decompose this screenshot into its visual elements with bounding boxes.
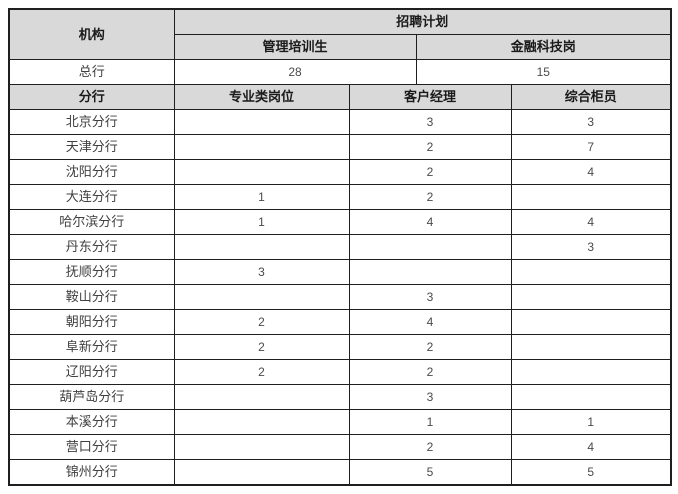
account-manager-value-cell: 4 (348, 309, 512, 335)
branch-name-cell: 本溪分行 (8, 409, 175, 435)
branch-header-row: 分行 专业类岗位 客户经理 综合柜员 (8, 84, 672, 110)
header-section: 机构 招聘计划 管理培训生 金融科技岗 总行 28 15 分行 专业类岗位 客户… (8, 8, 672, 110)
professional-value-cell: 1 (173, 209, 350, 235)
account-manager-value-cell (348, 259, 512, 285)
table-row: 沈阳分行 2 4 (8, 159, 672, 185)
col-header-mgmt-trainee: 管理培训生 (173, 34, 417, 60)
professional-value-cell: 2 (173, 309, 350, 335)
branch-name-cell: 阜新分行 (8, 334, 175, 360)
branch-name-cell: 鞍山分行 (8, 284, 175, 310)
teller-value-cell: 1 (510, 409, 672, 435)
col-header-teller: 综合柜员 (510, 84, 672, 110)
table-row: 营口分行 2 4 (8, 434, 672, 460)
head-office-fintech-value-cell: 15 (415, 59, 672, 85)
recruitment-plan-table: 机构 招聘计划 管理培训生 金融科技岗 总行 28 15 分行 专业类岗位 客户… (8, 8, 673, 486)
head-office-name-cell: 总行 (8, 59, 175, 85)
account-manager-value-cell: 2 (348, 159, 512, 185)
table-row: 大连分行 1 2 (8, 184, 672, 210)
table-row: 葫芦岛分行 3 (8, 384, 672, 410)
branch-name-cell: 天津分行 (8, 134, 175, 160)
branch-header-cell: 分行 (8, 84, 175, 110)
teller-value-cell: 4 (510, 209, 672, 235)
account-manager-value-cell: 5 (348, 459, 512, 486)
table-row: 哈尔滨分行 1 4 4 (8, 209, 672, 235)
teller-value-cell (510, 309, 672, 335)
professional-value-cell (173, 459, 350, 486)
professional-value-cell (173, 134, 350, 160)
account-manager-value-cell: 1 (348, 409, 512, 435)
professional-value-cell (173, 234, 350, 260)
table-row: 丹东分行 3 (8, 234, 672, 260)
teller-value-cell: 7 (510, 134, 672, 160)
table-row: 朝阳分行 2 4 (8, 309, 672, 335)
professional-value-cell: 2 (173, 334, 350, 360)
plan-header-row: 机构 招聘计划 (8, 8, 672, 60)
professional-value-cell (173, 384, 350, 410)
teller-value-cell (510, 334, 672, 360)
professional-value-cell: 2 (173, 359, 350, 385)
table-row: 锦州分行 5 5 (8, 459, 672, 486)
account-manager-value-cell: 2 (348, 359, 512, 385)
professional-value-cell (173, 409, 350, 435)
teller-value-cell (510, 359, 672, 385)
branch-name-cell: 辽阳分行 (8, 359, 175, 385)
teller-value-cell: 4 (510, 434, 672, 460)
branch-name-cell: 沈阳分行 (8, 159, 175, 185)
teller-value-cell (510, 284, 672, 310)
teller-value-cell (510, 384, 672, 410)
table-row: 本溪分行 1 1 (8, 409, 672, 435)
branch-name-cell: 大连分行 (8, 184, 175, 210)
org-header-cell: 机构 (8, 8, 175, 60)
branch-name-cell: 朝阳分行 (8, 309, 175, 335)
teller-value-cell: 3 (510, 109, 672, 135)
account-manager-value-cell: 3 (348, 109, 512, 135)
table-row: 阜新分行 2 2 (8, 334, 672, 360)
account-manager-value-cell: 4 (348, 209, 512, 235)
branch-name-cell: 营口分行 (8, 434, 175, 460)
professional-value-cell (173, 434, 350, 460)
col-header-professional: 专业类岗位 (173, 84, 350, 110)
teller-value-cell: 4 (510, 159, 672, 185)
teller-value-cell: 5 (510, 459, 672, 486)
branch-name-cell: 丹东分行 (8, 234, 175, 260)
table-row: 鞍山分行 3 (8, 284, 672, 310)
col-header-fintech: 金融科技岗 (415, 34, 672, 60)
teller-value-cell (510, 259, 672, 285)
plan-header-cell: 招聘计划 (173, 8, 672, 35)
account-manager-value-cell: 2 (348, 434, 512, 460)
head-office-mgmt-trainee-value-cell: 28 (173, 59, 417, 85)
account-manager-value-cell (348, 234, 512, 260)
account-manager-value-cell: 3 (348, 284, 512, 310)
professional-value-cell: 3 (173, 259, 350, 285)
branch-name-cell: 葫芦岛分行 (8, 384, 175, 410)
professional-value-cell (173, 284, 350, 310)
col-header-account-manager: 客户经理 (348, 84, 512, 110)
branch-name-cell: 哈尔滨分行 (8, 209, 175, 235)
professional-value-cell (173, 159, 350, 185)
table-row: 辽阳分行 2 2 (8, 359, 672, 385)
account-manager-value-cell: 2 (348, 134, 512, 160)
table-row: 北京分行 3 3 (8, 109, 672, 135)
head-office-row: 总行 28 15 (8, 59, 672, 85)
branch-name-cell: 北京分行 (8, 109, 175, 135)
account-manager-value-cell: 3 (348, 384, 512, 410)
teller-value-cell: 3 (510, 234, 672, 260)
branch-name-cell: 抚顺分行 (8, 259, 175, 285)
branch-name-cell: 锦州分行 (8, 459, 175, 486)
professional-value-cell (173, 109, 350, 135)
account-manager-value-cell: 2 (348, 184, 512, 210)
account-manager-value-cell: 2 (348, 334, 512, 360)
branch-rows: 北京分行 3 3 天津分行 2 7 沈阳分行 2 4 大连分行 1 2 哈尔滨分行 1 4 4 丹东分行 3 抚顺分… (8, 109, 672, 486)
table-row: 抚顺分行 3 (8, 259, 672, 285)
professional-value-cell: 1 (173, 184, 350, 210)
teller-value-cell (510, 184, 672, 210)
plan-subheader-row: 管理培训生 金融科技岗 (9, 34, 672, 60)
table-row: 天津分行 2 7 (8, 134, 672, 160)
